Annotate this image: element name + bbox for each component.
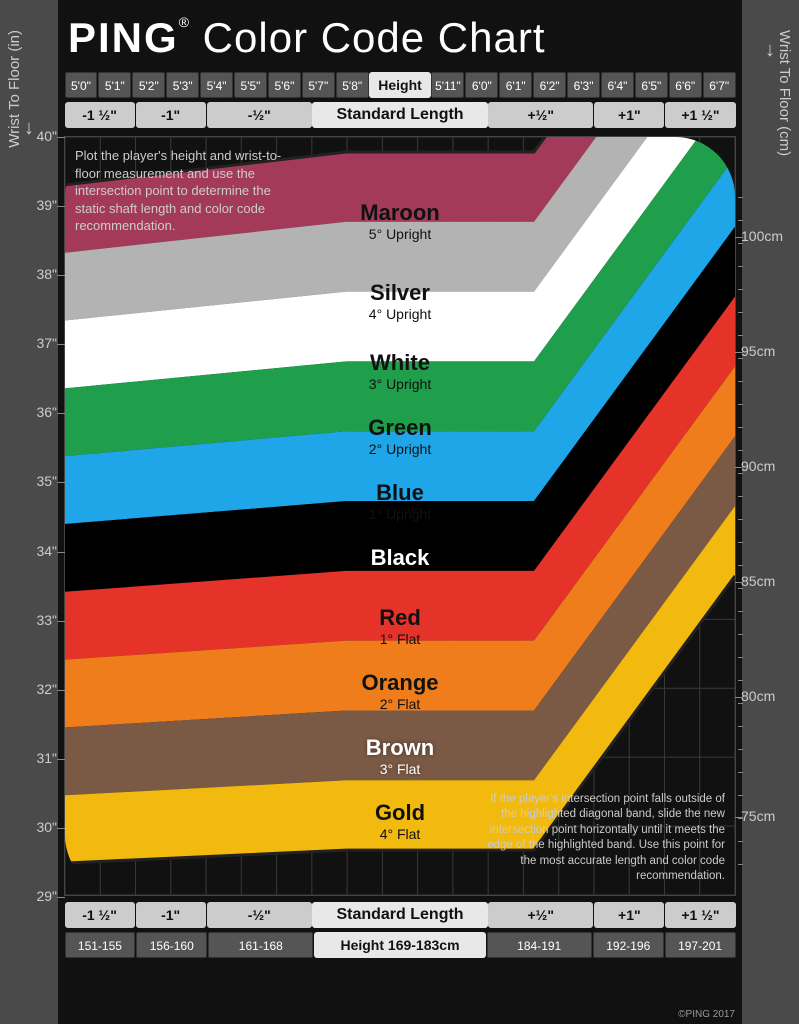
ytick-in: 33" [17,612,57,628]
ytick-in: 38" [17,266,57,282]
height-in-cell: 5'2" [132,72,165,98]
length-cell: Standard Length [312,102,487,128]
ytick-in: 30" [17,819,57,835]
ytick-cm: 85cm [741,573,787,589]
color-code-chart: Plot the player's height and wrist-to-fl… [64,136,736,896]
height-in-cell: 5'11" [431,72,464,98]
height-in-cell: 5'8" [336,72,369,98]
height-in-cell: 6'4" [601,72,634,98]
axis-label-wrist-cm: Wrist To Floor (cm)↓ [743,30,793,156]
height-in-cell: 5'4" [200,72,233,98]
chart-panel: PING® Color Code Chart 5'0"5'1"5'2"5'3"5… [58,0,742,1024]
height-cm-cell: 197-201 [665,932,736,958]
ytick-in: 35" [17,473,57,489]
ytick-cm: 95cm [741,343,787,359]
length-cell: +1 ½" [665,102,735,128]
instructions-top-left: Plot the player's height and wrist-to-fl… [75,147,295,235]
ytick-in: 32" [17,681,57,697]
copyright: ©PING 2017 [678,1009,735,1020]
height-cm-cell: 156-160 [136,932,207,958]
length-cell: Standard Length [312,902,487,928]
ytick-cm: 75cm [741,808,787,824]
ytick-in: 34" [17,543,57,559]
header-row-length-top: -1 ½"-1"-½"Standard Length+½"+1"+1 ½" [64,102,736,128]
length-cell: +1" [594,102,664,128]
instructions-bottom-right: If the player's intersection point falls… [485,792,725,885]
ytick-in: 37" [17,335,57,351]
footer-row-height-cm: 151-155156-160161-168Height 169-183cm184… [64,932,736,958]
length-cell: -1 ½" [65,902,135,928]
length-cell: -½" [207,102,312,128]
height-cm-cell: 184-191 [487,932,592,958]
ytick-cm: 90cm [741,458,787,474]
footer-row-length: -1 ½"-1"-½"Standard Length+½"+1"+1 ½" [64,902,736,928]
height-cm-cell: 151-155 [65,932,136,958]
length-cell: -½" [207,902,312,928]
height-in-cell: 6'2" [533,72,566,98]
height-in-cell: 5'3" [166,72,199,98]
page-title: PING® Color Code Chart [58,0,742,72]
height-in-cell: 6'5" [635,72,668,98]
height-in-cell: 6'1" [499,72,532,98]
height-in-cell: 6'6" [669,72,702,98]
ytick-cm: 80cm [741,688,787,704]
length-cell: +½" [488,902,593,928]
ytick-in: 36" [17,404,57,420]
length-cell: -1" [136,902,206,928]
height-in-cell: 5'7" [302,72,335,98]
length-cell: +1" [594,902,664,928]
height-in-cell: 5'1" [98,72,131,98]
ytick-in: 31" [17,750,57,766]
height-in-cell: 5'6" [268,72,301,98]
length-cell: +1 ½" [665,902,735,928]
ytick-in: 40" [17,128,57,144]
height-in-cell: Height [369,72,431,98]
ytick-cm: 100cm [741,228,787,244]
height-in-cell: 6'7" [703,72,736,98]
height-in-cell: 5'0" [65,72,98,98]
height-cm-cell: Height 169-183cm [314,932,486,958]
height-in-cell: 5'5" [234,72,267,98]
height-cm-cell: 192-196 [593,932,664,958]
length-cell: +½" [488,102,593,128]
length-cell: -1 ½" [65,102,135,128]
length-cell: -1" [136,102,206,128]
ytick-in: 29" [17,888,57,904]
height-in-cell: 6'0" [465,72,498,98]
height-cm-cell: 161-168 [208,932,313,958]
header-row-height-in: 5'0"5'1"5'2"5'3"5'4"5'5"5'6"5'7"5'8"Heig… [64,72,736,98]
ytick-in: 39" [17,197,57,213]
height-in-cell: 6'3" [567,72,600,98]
